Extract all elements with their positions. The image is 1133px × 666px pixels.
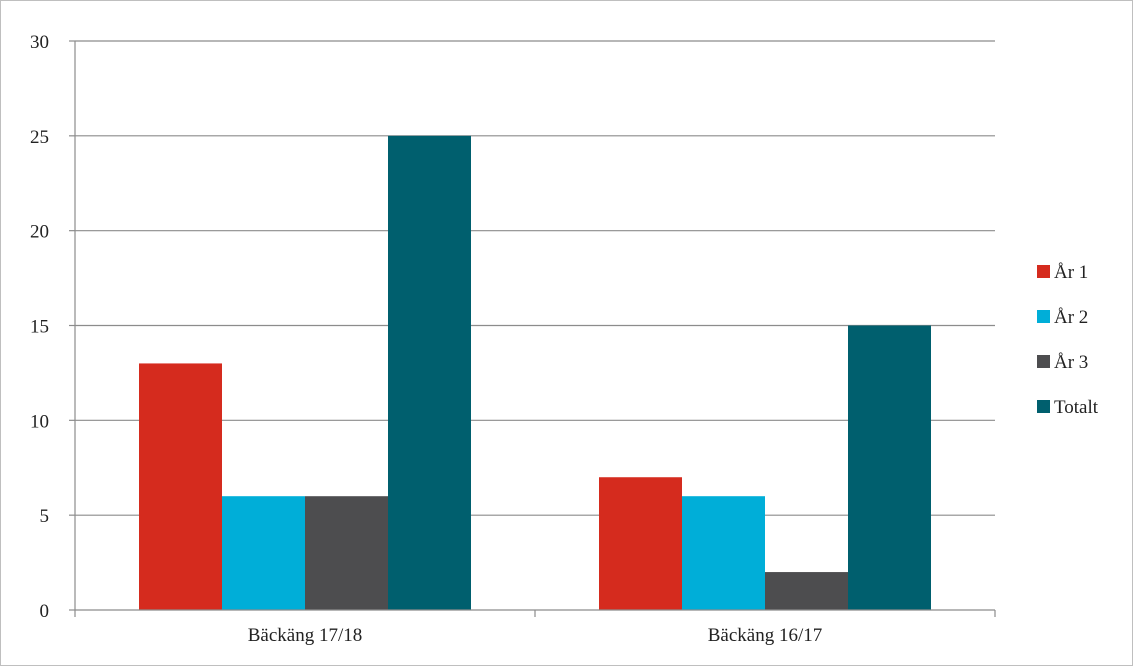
bar (305, 496, 388, 610)
x-category-labels: Bäckäng 17/18 Bäckäng 16/17 (248, 625, 823, 646)
y-tick-label: 15 (30, 317, 49, 338)
legend-label: År 3 (1054, 352, 1088, 373)
legend-swatch (1037, 310, 1050, 323)
legend-swatch (1037, 355, 1050, 368)
axes (69, 40, 996, 617)
legend-label: År 1 (1054, 262, 1088, 283)
y-tick-label: 20 (30, 222, 49, 243)
bar (682, 496, 765, 610)
y-tick-label: 5 (40, 506, 50, 527)
y-tick-label: 30 (30, 32, 49, 53)
legend-label: År 2 (1054, 307, 1088, 328)
x-category-label: Bäckäng 17/18 (248, 625, 363, 646)
y-tick-label: 25 (30, 127, 49, 148)
legend-swatch (1037, 265, 1050, 278)
y-tick-label: 10 (30, 411, 49, 432)
legend-label: Totalt (1054, 397, 1099, 418)
legend: År 1 År 2 År 3 Totalt (1037, 262, 1099, 418)
bar (222, 496, 305, 610)
y-tick-labels: 0 5 10 15 20 25 30 (30, 32, 49, 622)
y-tick-label: 0 (40, 601, 50, 622)
bar (139, 363, 222, 610)
bar (848, 325, 931, 610)
legend-swatch (1037, 400, 1050, 413)
bars (139, 135, 931, 611)
x-category-label: Bäckäng 16/17 (708, 625, 823, 646)
gridlines (75, 40, 995, 516)
bar (599, 477, 682, 610)
bar (765, 572, 848, 610)
bar (388, 135, 471, 611)
